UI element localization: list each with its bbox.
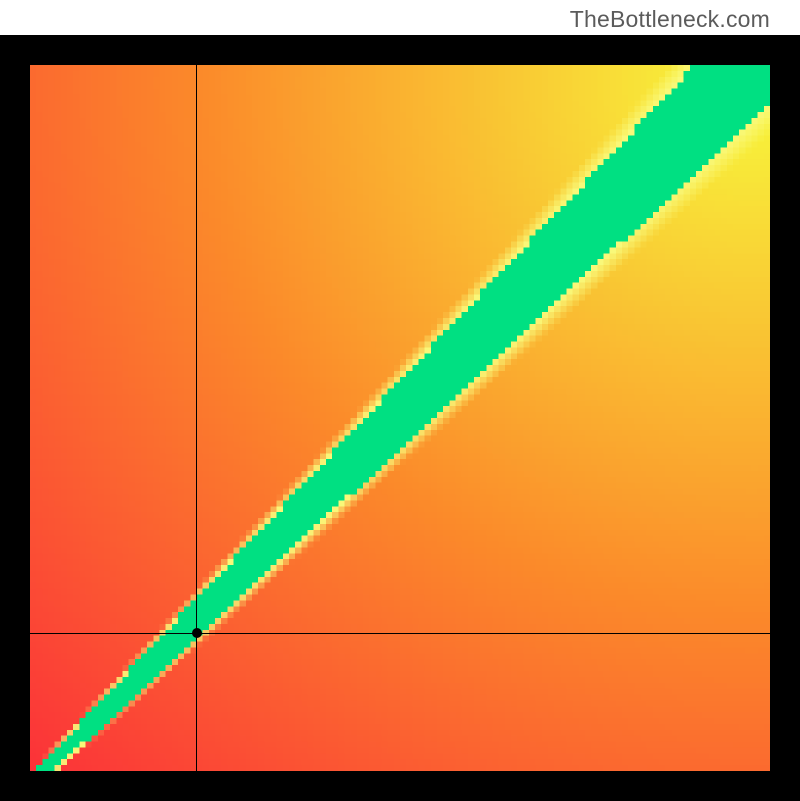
heatmap-plot [30,65,770,771]
watermark-text: TheBottleneck.com [570,6,770,33]
heatmap-canvas [30,65,770,771]
